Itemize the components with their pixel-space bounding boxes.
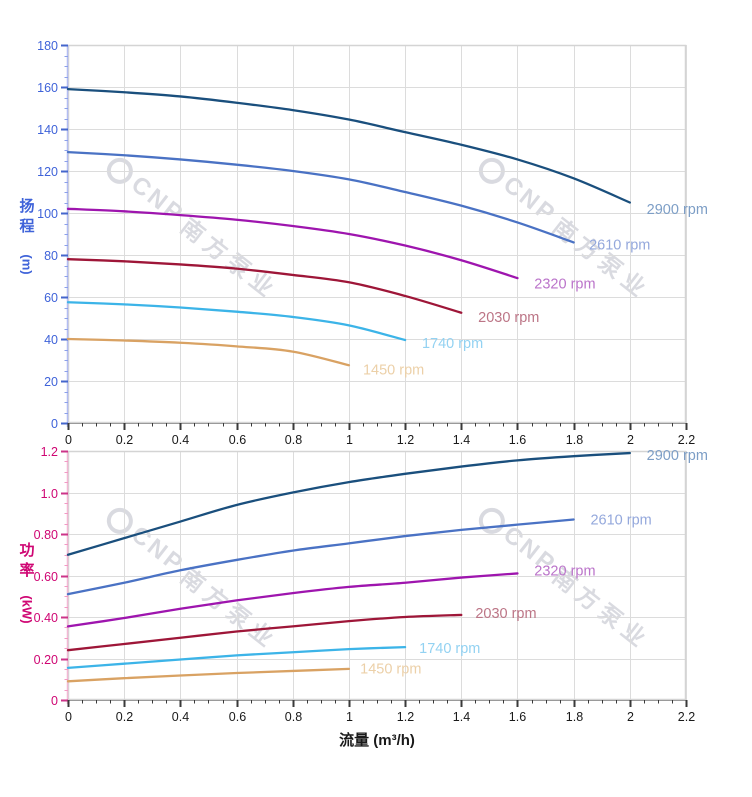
x-tick-label: 1.2 [397, 710, 414, 724]
curve-label-2320-rpm: 2320 rpm [534, 563, 595, 579]
plot-border [67, 450, 687, 701]
x-ticks [67, 700, 688, 707]
x-tick-label: 0.2 [116, 433, 133, 447]
curve-2320-rpm [66, 572, 519, 628]
curve-label-1740-rpm: 1740 rpm [419, 641, 480, 657]
y-tick-label: 100 [37, 207, 58, 221]
x-tick-label: 2.2 [678, 710, 695, 724]
y-tick-label: 140 [37, 123, 58, 137]
power-axis-unit: (kW) [10, 592, 44, 626]
x-tick-label: 1 [346, 433, 353, 447]
y-tick-label: 0.40 [34, 611, 58, 625]
x-ticks [67, 423, 688, 430]
curve-2320-rpm [66, 207, 519, 280]
curve-label-2320-rpm: 2320 rpm [534, 276, 595, 292]
x-tick-label: 0.8 [285, 710, 302, 724]
x-tick-label: 2.2 [678, 433, 695, 447]
curve-label-2900-rpm: 2900 rpm [647, 448, 708, 464]
y-ticks [61, 450, 68, 702]
y-tick-label: 40 [44, 333, 58, 347]
plot-border [67, 44, 687, 424]
curve-2610-rpm [66, 518, 575, 596]
y-tick-label: 60 [44, 291, 58, 305]
curve-label-1450-rpm: 1450 rpm [363, 362, 424, 378]
x-tick-label: 0.2 [116, 710, 133, 724]
x-tick-label: 0 [65, 433, 72, 447]
y-tick-label: 0.80 [34, 528, 58, 542]
x-tick-label: 1.6 [509, 710, 526, 724]
curve-2900-rpm [66, 87, 631, 204]
y-tick-label: 0 [51, 694, 58, 708]
head-axis-unit-text: (m) [19, 253, 35, 275]
x-tick-label: 0.6 [229, 433, 246, 447]
x-tick-label: 1 [346, 710, 353, 724]
y-tick-label: 80 [44, 249, 58, 263]
chart-power: 0 0.20 0.40 0.60 0.80 1.0 1.2 0 0.2 0.4 0.6 0.8 1 1.2… [34, 445, 708, 724]
power-axis-title: 功率 [19, 542, 35, 580]
gridlines [68, 45, 687, 423]
curve-label-1450-rpm: 1450 rpm [360, 661, 421, 677]
curve-2030-rpm [66, 613, 463, 652]
curve-label-2030-rpm: 2030 rpm [478, 310, 539, 326]
y-tick-label: 120 [37, 165, 58, 179]
y-tick-label: 0.20 [34, 653, 58, 667]
x-tick-label: 2 [627, 433, 634, 447]
x-tick-label: 1.8 [566, 433, 583, 447]
curve-label-2030-rpm: 2030 rpm [475, 606, 536, 622]
x-tick-label: 0.6 [229, 710, 246, 724]
chart-head: 0 20 40 60 80 100 120 140 160 180 0 0.2 0.4 0.6 0.8 1 1.… [37, 39, 708, 447]
curve-label-2610-rpm: 2610 rpm [590, 512, 651, 528]
y-tick-label: 1.2 [41, 445, 58, 459]
y-ticks [61, 44, 68, 425]
curve-label-2610-rpm: 2610 rpm [589, 238, 650, 254]
curve-label-1740-rpm: 1740 rpm [422, 336, 483, 352]
y-tick-label: 1.0 [41, 487, 58, 501]
x-tick-label: 1.2 [397, 433, 414, 447]
x-tick-label: 1.4 [453, 433, 470, 447]
x-tick-label: 1.4 [453, 710, 470, 724]
curve-label-2900-rpm: 2900 rpm [647, 202, 708, 218]
curve-1450-rpm [66, 667, 351, 683]
x-tick-label: 0.4 [172, 433, 189, 447]
head-axis-title: 扬程 [19, 198, 35, 236]
curve-1740-rpm [66, 301, 407, 342]
x-tick-label: 0 [65, 710, 72, 724]
curve-2900-rpm [66, 451, 631, 556]
x-tick-label: 1.6 [509, 433, 526, 447]
curve-2030-rpm [66, 258, 463, 314]
x-tick-label: 1.8 [566, 710, 583, 724]
power-axis-unit-text: (kW) [19, 594, 35, 624]
curve-1450-rpm [66, 337, 351, 367]
head-axis-unit: (m) [10, 247, 44, 281]
y-tick-label: 160 [37, 81, 58, 95]
x-tick-label: 2 [627, 710, 634, 724]
curve-1740-rpm [66, 645, 407, 669]
y-tick-label: 180 [37, 39, 58, 53]
y-tick-label: 0 [51, 417, 58, 431]
y-tick-label: 20 [44, 375, 58, 389]
y-tick-label: 0.60 [34, 570, 58, 584]
x-tick-label: 0.8 [285, 433, 302, 447]
x-tick-label: 0.4 [172, 710, 189, 724]
flow-axis-title: 流量 (m³/h) [339, 732, 415, 749]
curve-2610-rpm [66, 150, 575, 244]
